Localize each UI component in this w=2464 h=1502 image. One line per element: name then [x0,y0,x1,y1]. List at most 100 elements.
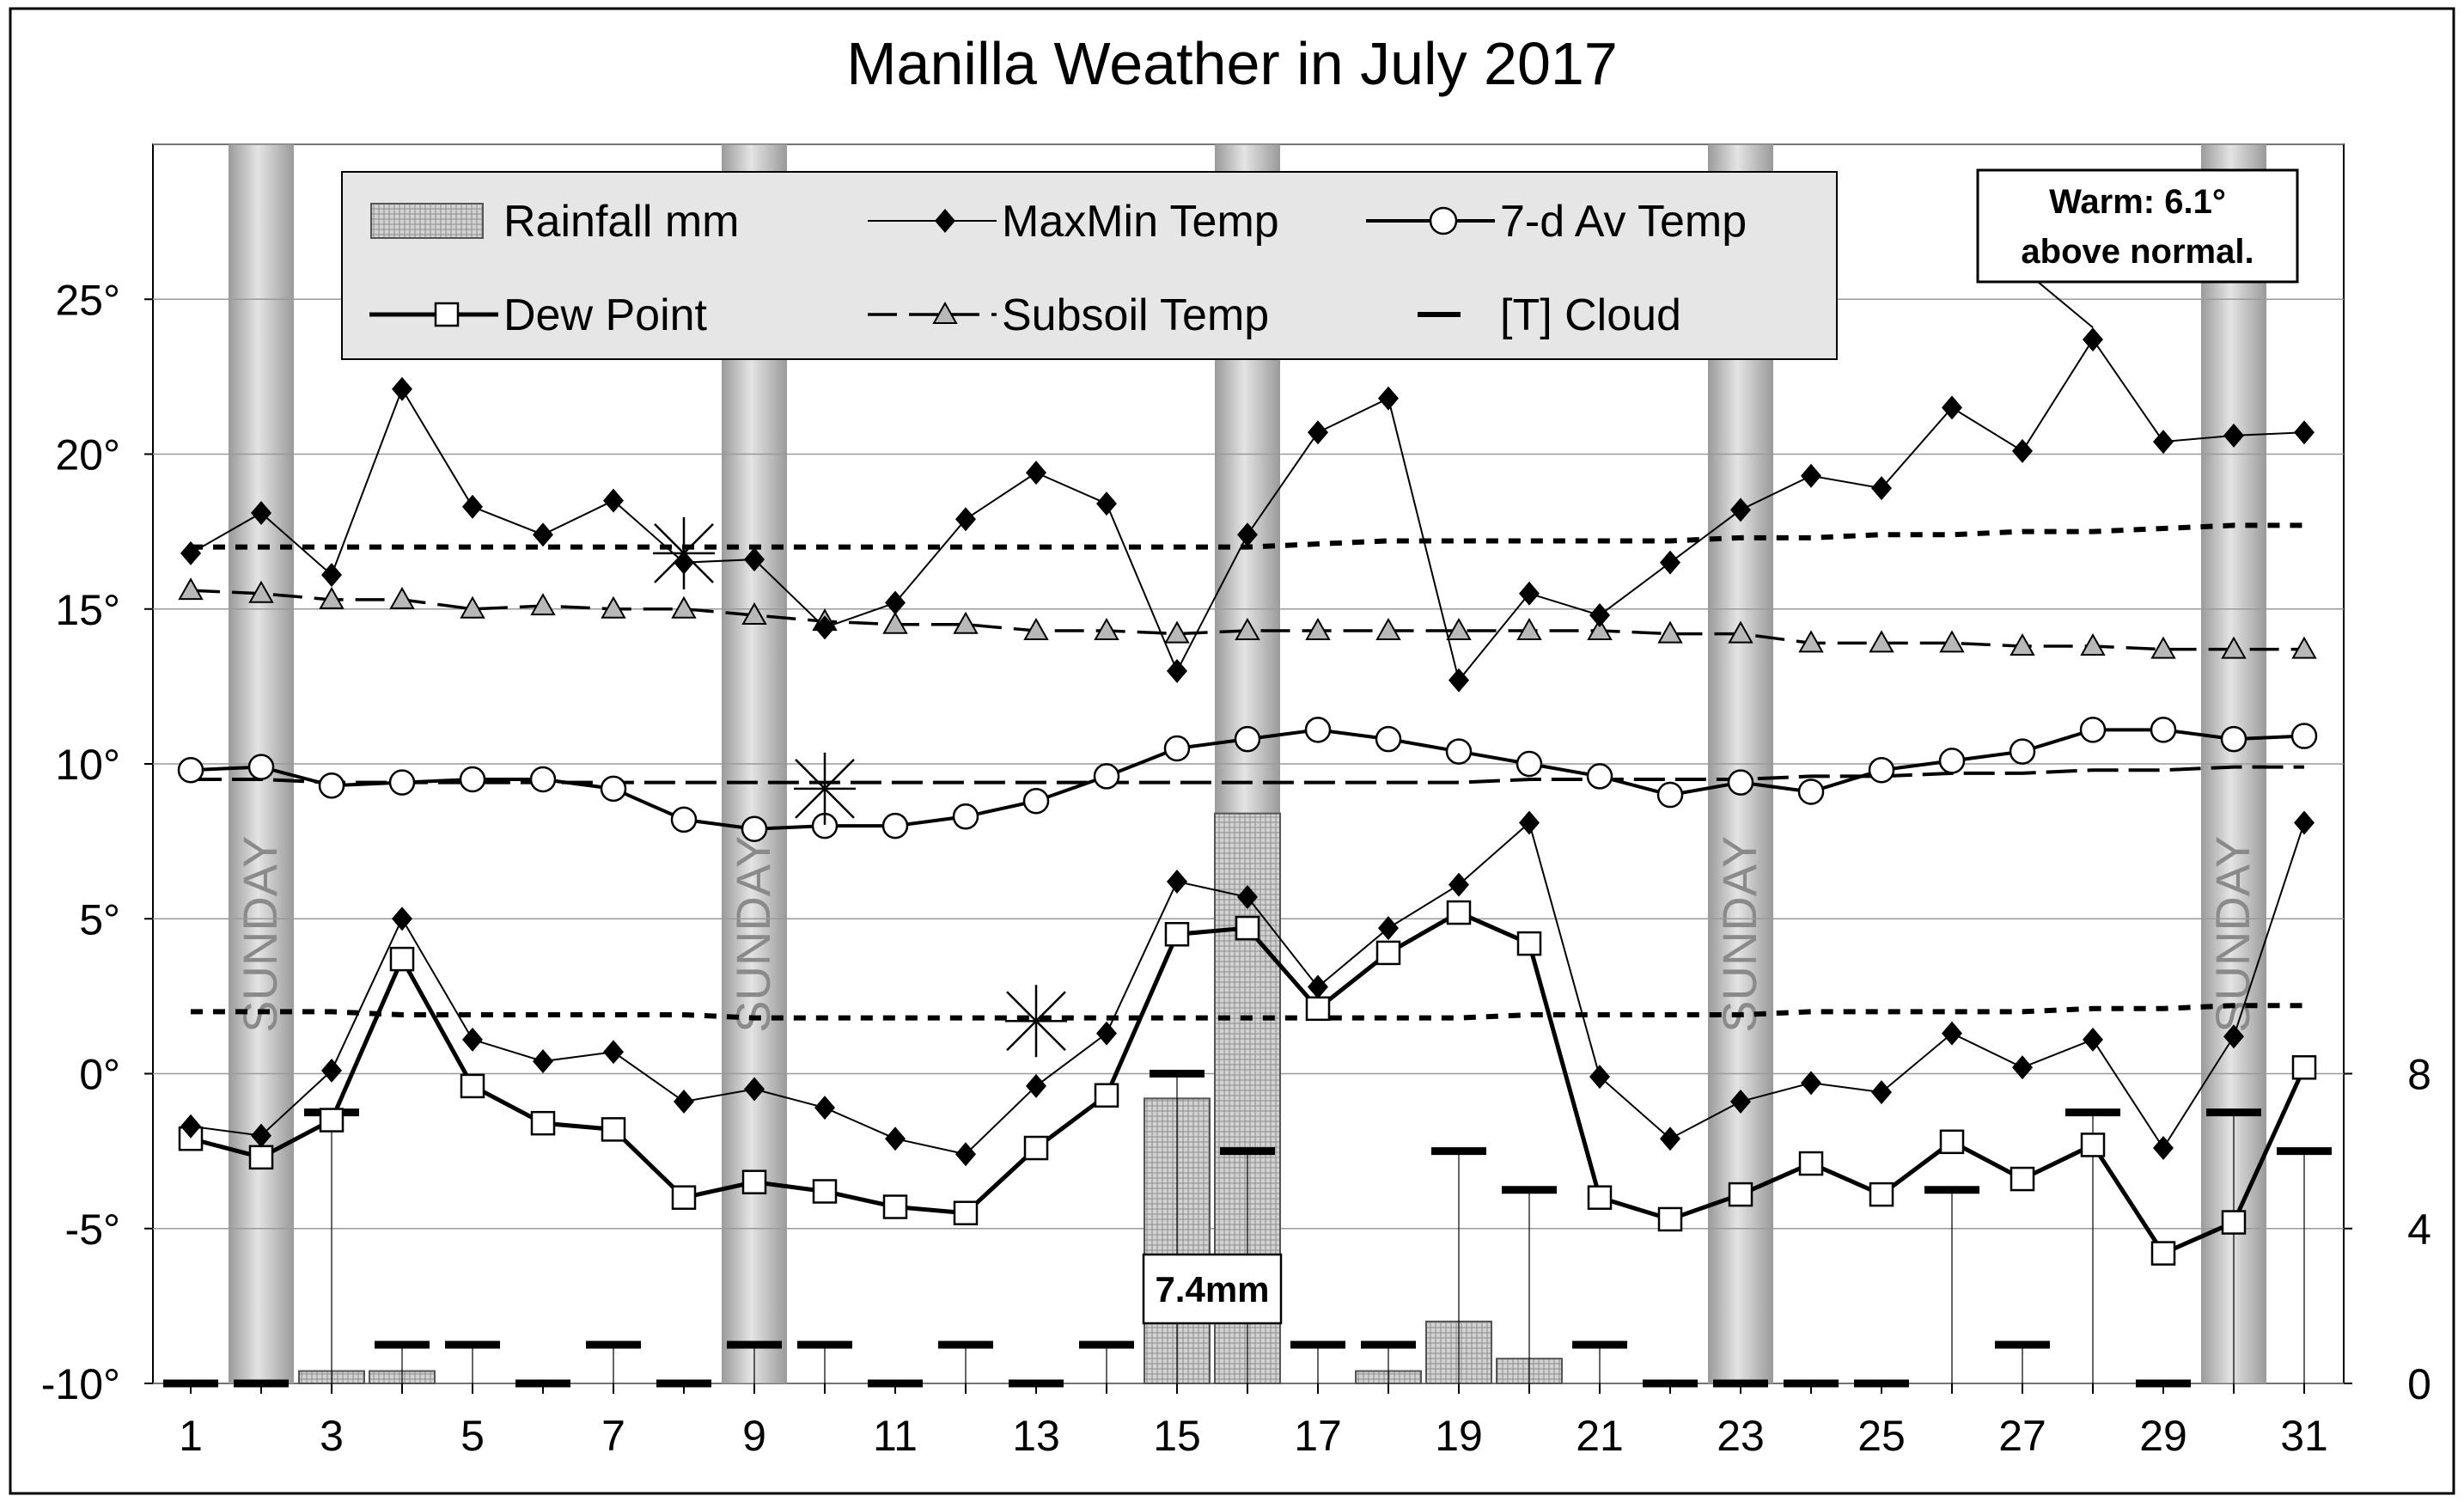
sunday-label: SUNDAY [233,836,287,1033]
avg7-point [2009,738,2036,765]
legend-item-maxmin: MaxMin Temp [868,197,1279,247]
min-temp-point [180,1114,201,1139]
min-temp-point [2012,1055,2033,1080]
avg7-point [1727,769,1754,796]
normal-min-line [191,1003,2304,1021]
avg7-point [1163,735,1191,762]
subsoil-point [1446,617,1472,640]
legend-item-dew: Dew Point [369,290,708,340]
subsoil-point [1869,630,1894,653]
x-tick-label: 11 [873,1412,918,1460]
x-tick-label: 21 [1576,1412,1624,1460]
max-temp-point [533,522,553,547]
legend-item-subsoil: Subsoil Temp [868,290,1269,340]
sunday-label: SUNDAY [1712,836,1766,1033]
rain-total-box [1142,1253,1283,1325]
y-tick-label: 10° [55,741,120,789]
subsoil-point [601,595,626,619]
avg7-point [1797,778,1825,805]
dew-point [1023,1135,1049,1161]
x-tick-label: 15 [1153,1412,1201,1460]
subsoil-point [248,580,274,603]
avg7-point [1868,756,1895,784]
subsoil-point [741,601,767,625]
max-temp-point [1660,550,1680,575]
subsoil-point [882,611,908,634]
min-temp-point [744,1077,765,1102]
dew-point [1164,922,1190,947]
avg7-point [177,756,204,784]
dew-point [1587,1185,1613,1210]
sunday-label: SUNDAY [726,836,780,1033]
dew-point [1235,915,1260,941]
subsoil-point [319,586,345,609]
avg7-point [670,806,698,833]
legend-item-rain: Rainfall mm [370,197,740,247]
subsoil-point [1023,617,1049,640]
max-temp-point [180,540,201,565]
legend: Rainfall mm MaxMin Temp 7-d Av Temp Dew Poi… [341,171,1838,360]
avg7-point [529,766,557,793]
min-temp-point [2153,1136,2174,1161]
legend-triangle-icon [932,301,958,324]
max-temp-point [1519,581,1540,606]
legend-item-cloud: [T] Cloud [1418,290,1681,340]
avg7-point [2079,717,2107,743]
y-tick-label: 0° [79,1051,120,1099]
dew-point [2010,1166,2035,1192]
subsoil-point [178,577,204,601]
legend-label: Rainfall mm [503,197,740,247]
subsoil-point [2010,632,2035,656]
avg7-point [952,803,979,830]
avg7-point [2150,717,2177,743]
avg7-point [2220,725,2247,753]
min-temp-point [1096,1021,1117,1046]
min-temp-point [1519,810,1540,835]
min-temp-point [814,1096,835,1120]
avg7-point [388,769,416,796]
chart-title: Manilla Weather in July 2017 [846,30,1618,97]
max-temp-point [1730,498,1751,522]
subsoil-point [1587,617,1613,640]
max-temp-point [1167,658,1187,683]
avg7-point [1234,725,1261,753]
max-temp-point [955,507,976,532]
min-temp-point [1942,1021,1962,1046]
max-temp-point [1942,395,1962,420]
y-tick-label: 15° [55,586,120,634]
min-temp-point [674,1089,694,1114]
legend-item-avg7: 7-d Av Temp [1366,197,1747,247]
max-temp-point [1871,476,1892,501]
subsoil-point [953,611,979,634]
min-temp-point [1237,885,1258,910]
dew-point [1939,1129,1965,1155]
legend-label: [T] Cloud [1500,290,1681,340]
warm-callout-box [1976,168,2299,284]
min-temp-point [1730,1089,1751,1114]
dew-point [248,1145,274,1170]
dew-point [1869,1181,1894,1207]
dew-point [1305,996,1331,1022]
annotations: Warm: 6.1° above normal. 7.4mm [1142,168,2299,1325]
dew-point [671,1185,697,1210]
x-tick-label: 5 [460,1412,485,1460]
dew-point [812,1179,838,1204]
dew-point [319,1108,345,1133]
legend-box [341,171,1838,360]
avg7-point [2290,723,2318,749]
legend-rain-swatch [370,203,484,239]
max-temp-point [1378,386,1399,411]
avg7-point [1586,763,1613,790]
avg7-point [741,815,768,842]
cloud-axis-label: 8 [2407,1051,2431,1099]
y-tick-label: 25° [55,276,120,324]
warm-callout-line2: above normal. [2021,233,2254,271]
dew-point [1375,940,1401,966]
dew-point [1798,1151,1824,1176]
dew-point [953,1200,979,1225]
avg7-point [1516,750,1543,778]
min-temp-point [1589,1065,1610,1090]
subsoil-point [1516,617,1542,640]
min-temp-point [1660,1126,1680,1151]
